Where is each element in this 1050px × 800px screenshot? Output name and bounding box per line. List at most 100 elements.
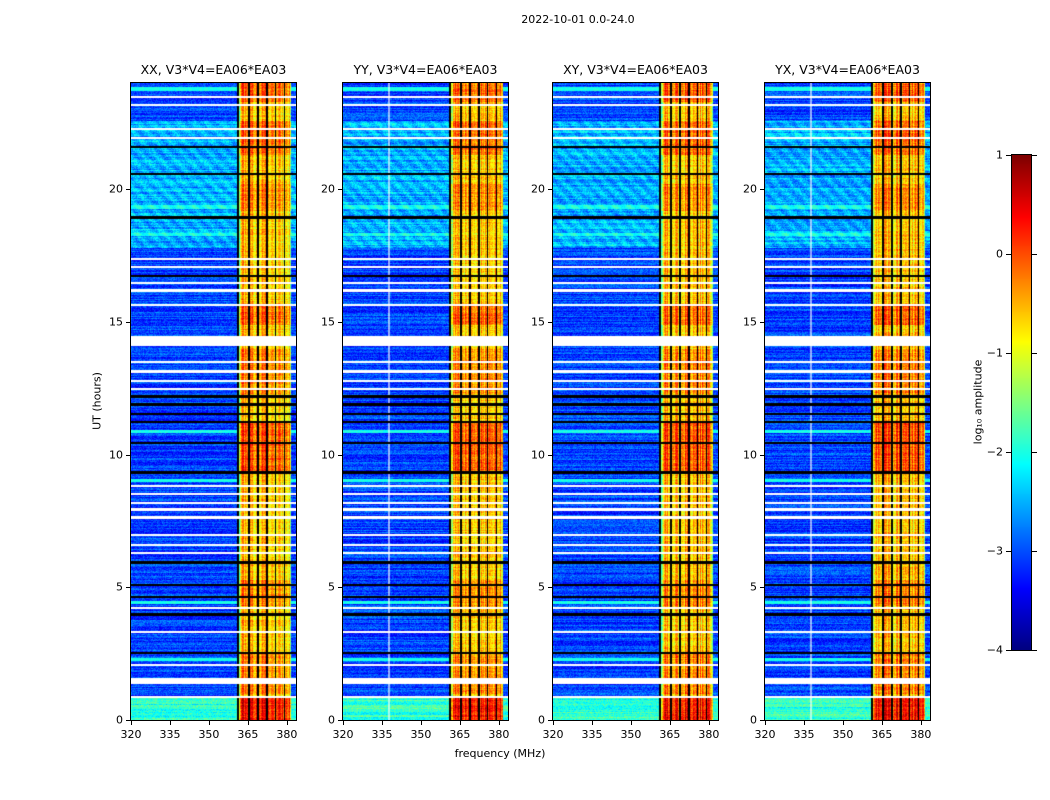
colorbar-tick-mark [1006, 155, 1012, 156]
y-tick-label: 15 [743, 315, 757, 329]
y-tick-label: 10 [321, 448, 335, 462]
x-tick-mark [131, 721, 132, 725]
colorbar-tick-mark [1031, 254, 1037, 255]
y-tick-label: 20 [743, 182, 757, 196]
y-tick-mark [126, 587, 131, 589]
x-tick-mark [381, 721, 383, 725]
x-tick-label: 320 [754, 728, 776, 741]
y-tick-mark [338, 454, 343, 456]
y-axis-label: UT (hours) [90, 372, 104, 430]
y-tick-mark [126, 720, 131, 721]
panel-title-xx: XX, V3*V4=EA06*EA03 [140, 62, 287, 77]
y-tick-label: 15 [531, 315, 545, 329]
y-tick-mark [126, 321, 131, 323]
colorbar-tick-label: −4 [986, 643, 1003, 657]
x-tick-label: 335 [581, 728, 603, 741]
y-tick-mark [760, 454, 765, 456]
y-tick-mark [338, 321, 343, 323]
x-tick-label: 380 [276, 728, 298, 741]
x-tick-mark [459, 721, 461, 725]
x-tick-label: 335 [371, 728, 393, 741]
colorbar-gradient [1011, 154, 1032, 651]
colorbar-tick-mark [1006, 254, 1012, 255]
x-tick-label: 350 [620, 728, 642, 741]
colorbar-tick-mark [1006, 551, 1012, 552]
x-tick-label: 320 [120, 728, 142, 741]
x-tick-label: 365 [449, 728, 471, 741]
y-tick-mark [548, 454, 553, 456]
y-tick-label: 0 [328, 713, 335, 727]
y-tick-label: 0 [538, 713, 545, 727]
y-tick-mark [126, 454, 131, 456]
y-tick-mark [126, 189, 131, 191]
x-tick-label: 350 [198, 728, 220, 741]
colorbar-tick-mark [1006, 650, 1012, 651]
x-tick-mark [343, 721, 344, 725]
spectrogram-canvas-yy [342, 82, 509, 721]
y-tick-label: 10 [743, 448, 757, 462]
x-tick-mark [842, 721, 844, 725]
colorbar-tick-label: 0 [996, 247, 1003, 261]
panel-title-yy: YY, V3*V4=EA06*EA03 [353, 62, 498, 77]
spectrogram-canvas-xy [552, 82, 719, 721]
colorbar-tick-label: 1 [996, 148, 1003, 162]
x-tick-mark [630, 721, 632, 725]
colorbar-tick-mark [1031, 551, 1037, 552]
panel-yy: YY, V3*V4=EA06*EA03 320 335 350 365 380 0 5 10 1… [321, 62, 509, 741]
colorbar: 1 0 −1 −2 −3 −4 [987, 149, 1037, 657]
x-tick-mark [591, 721, 593, 725]
colorbar-tick-label: −3 [986, 544, 1003, 558]
y-tick-mark [760, 189, 765, 191]
spectrogram-canvas-xx [130, 82, 297, 721]
y-tick-label: 15 [109, 315, 123, 329]
y-tick-label: 10 [109, 448, 123, 462]
panel-xx: XX, V3*V4=EA06*EA03 320 335 350 365 380 0 5 10 1… [109, 62, 297, 741]
y-tick-label: 20 [531, 182, 545, 196]
y-tick-label: 5 [328, 580, 335, 594]
colorbar-tick-label: −2 [986, 445, 1003, 459]
y-tick-label: 0 [116, 713, 123, 727]
x-tick-mark [920, 721, 922, 725]
y-tick-label: 5 [750, 580, 757, 594]
x-tick-mark [420, 721, 422, 725]
x-tick-mark [765, 721, 766, 725]
x-tick-mark [708, 721, 710, 725]
x-tick-mark [247, 721, 249, 725]
x-tick-mark [498, 721, 500, 725]
spectrogram-canvas-yx [764, 82, 931, 721]
y-tick-mark [338, 720, 343, 721]
panel-title-yx: YX, V3*V4=EA06*EA03 [775, 62, 920, 77]
x-tick-label: 350 [832, 728, 854, 741]
y-tick-mark [760, 720, 765, 721]
panel-title-xy: XY, V3*V4=EA06*EA03 [563, 62, 708, 77]
y-tick-label: 20 [321, 182, 335, 196]
x-tick-mark [669, 721, 671, 725]
x-tick-label: 365 [237, 728, 259, 741]
x-tick-label: 335 [159, 728, 181, 741]
colorbar-tick-label: −1 [986, 346, 1003, 360]
colorbar-tick-mark [1031, 155, 1037, 156]
colorbar-tick-mark [1006, 452, 1012, 453]
y-tick-mark [338, 587, 343, 589]
x-tick-label: 380 [698, 728, 720, 741]
panel-yx: YX, V3*V4=EA06*EA03 320 335 350 365 380 0 5 10 1… [743, 62, 931, 741]
x-tick-label: 380 [910, 728, 932, 741]
y-tick-label: 5 [116, 580, 123, 594]
colorbar-label: log₁₀ amplitude [971, 359, 985, 445]
x-tick-label: 320 [542, 728, 564, 741]
x-tick-mark [286, 721, 288, 725]
colorbar-tick-mark [1031, 650, 1037, 651]
x-tick-mark [553, 721, 554, 725]
x-tick-mark [881, 721, 883, 725]
x-tick-mark [803, 721, 805, 725]
y-tick-mark [760, 321, 765, 323]
y-tick-mark [548, 587, 553, 589]
y-tick-label: 15 [321, 315, 335, 329]
x-tick-label: 380 [488, 728, 510, 741]
colorbar-tick-mark [1031, 452, 1037, 453]
y-tick-mark [760, 587, 765, 589]
y-tick-label: 5 [538, 580, 545, 594]
panel-xy: XY, V3*V4=EA06*EA03 320 335 350 365 380 0 5 10 1… [531, 62, 719, 741]
x-tick-label: 365 [659, 728, 681, 741]
x-tick-label: 335 [793, 728, 815, 741]
